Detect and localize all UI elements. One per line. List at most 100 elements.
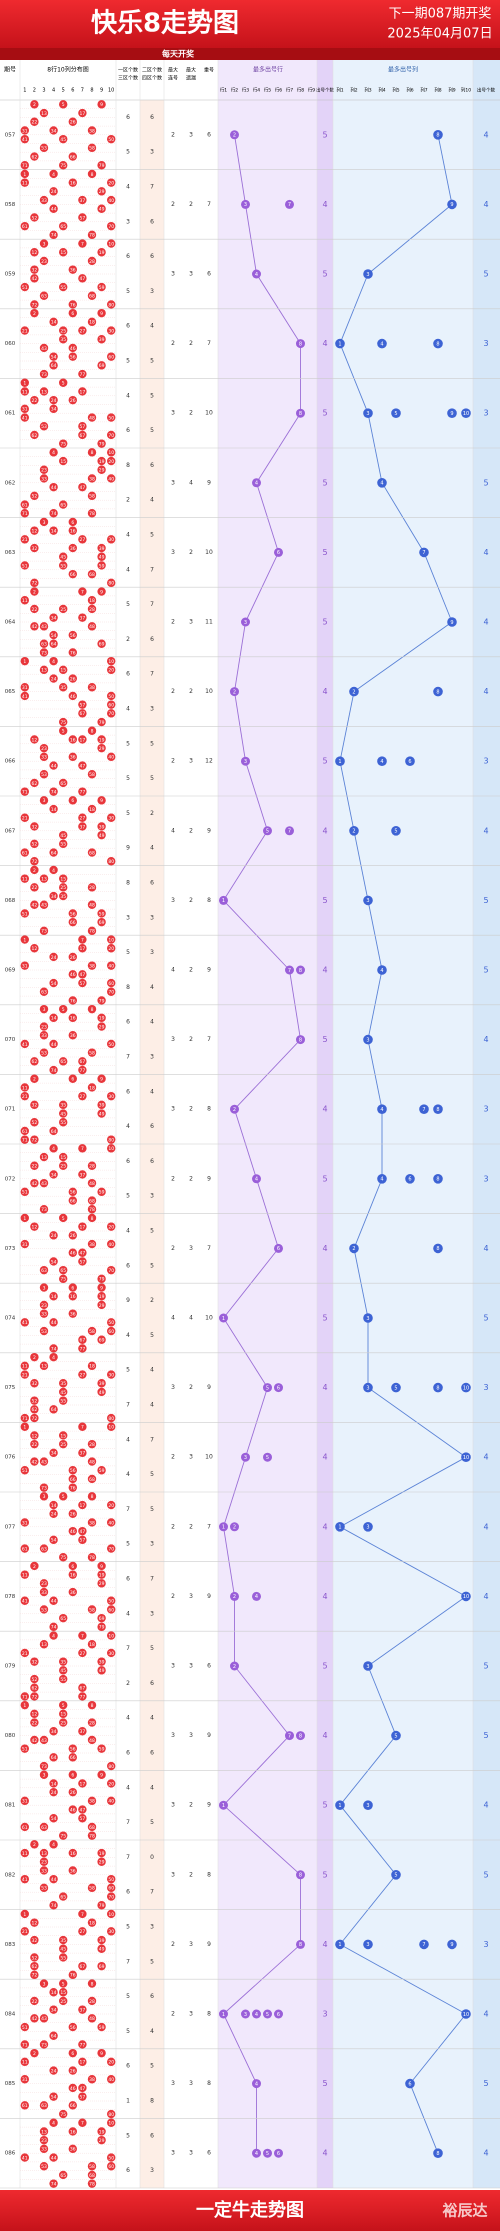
drawn-number: 27 [80, 1372, 86, 1378]
drawn-ball [87, 1439, 97, 1449]
drawn-number: 57 [80, 424, 86, 430]
drawn-ball [97, 1848, 106, 1858]
drawn-ball [87, 961, 97, 970]
drawn-ball [39, 239, 49, 248]
drawn-number: 33 [41, 476, 47, 482]
drawn-ball [59, 1100, 68, 1110]
col-ball [377, 965, 387, 975]
col-count: 3 [483, 1105, 488, 1114]
row-number: 6 [277, 1385, 280, 1391]
row-ball [274, 1243, 283, 1253]
drawn-number: 8 [91, 172, 94, 178]
drawn-number: 74 [51, 511, 57, 517]
row-ball [252, 1591, 261, 1601]
drawn-ball [49, 187, 58, 196]
drawn-number: 64 [51, 1407, 57, 1413]
drawn-ball [107, 944, 116, 953]
drawn-ball [30, 543, 39, 553]
drawn-number: 22 [32, 885, 38, 891]
zone-count: 6 [126, 1889, 130, 1896]
drawn-number: 42 [32, 1181, 38, 1187]
drawn-ball [39, 1361, 49, 1371]
row-number: 5 [266, 829, 269, 835]
drawn-ball [20, 1796, 29, 1806]
drawn-ball [39, 1761, 49, 1771]
row-number: 2 [233, 1525, 236, 1531]
drawn-number: 52 [32, 1398, 38, 1404]
drawn-ball [30, 1413, 39, 1423]
row-ball [252, 269, 261, 279]
drawn-ball [59, 1492, 68, 1501]
col-number: 1 [338, 1525, 341, 1531]
drawn-ball [30, 265, 39, 274]
col-number: 3 [366, 1385, 369, 1391]
drawn-number: 16 [70, 1851, 76, 1857]
stat-value: 4 [171, 827, 175, 834]
drawn-ball [49, 395, 58, 405]
drawn-number: 14 [51, 1990, 57, 1996]
drawn-number: 56 [70, 354, 76, 360]
col-number: 4 [380, 341, 383, 347]
drawn-ball [59, 1387, 68, 1397]
drawn-ball [107, 1318, 116, 1327]
drawn-ball [20, 1318, 29, 1327]
zone-count: 6 [150, 253, 154, 260]
col-number: 7 [422, 1107, 425, 1113]
drawn-number: 20 [108, 1224, 114, 1230]
drawn-number: 75 [60, 1277, 66, 1283]
drawn-number: 15 [60, 250, 66, 256]
stat-value: 3 [189, 758, 193, 765]
col-number: 5 [394, 1385, 397, 1391]
drawn-number: 7 [81, 1633, 84, 1639]
stat-value: 2 [171, 1454, 175, 1461]
grid-number: 5 [62, 88, 65, 94]
row-number: 2 [233, 1594, 236, 1600]
drawn-ball [20, 1648, 29, 1658]
drawn-ball [87, 1474, 97, 1484]
col-ball [391, 1382, 401, 1393]
drawn-ball [87, 1326, 97, 1336]
drawn-number: 61 [22, 850, 28, 856]
drawn-ball [39, 639, 49, 648]
drawn-ball [49, 1535, 58, 1545]
col-ball [391, 1730, 401, 1741]
drawn-ball [107, 1135, 116, 1144]
stat-value: 3 [171, 2150, 175, 2157]
drawn-number: 33 [41, 755, 47, 761]
drawn-number: 2 [33, 311, 36, 317]
drawn-number: 10 [108, 2121, 114, 2127]
drawn-number: 46 [70, 1807, 76, 1813]
drawn-number: 7 [81, 241, 84, 247]
drawn-ball [97, 439, 106, 448]
drawn-ball [20, 1744, 29, 1753]
drawn-ball [107, 691, 116, 701]
drawn-ball [30, 1683, 39, 1692]
drawn-number: 21 [22, 816, 28, 822]
col-ball [349, 1243, 359, 1254]
drawn-number: 16 [70, 1016, 76, 1022]
drawn-ball [59, 830, 68, 840]
drawn-ball [87, 448, 97, 457]
drawn-number: 53 [41, 2164, 47, 2170]
zone-count: 6 [150, 1123, 154, 1130]
col-ball [405, 1174, 415, 1184]
drawn-number: 71 [22, 2042, 28, 2048]
drawn-ball [39, 387, 49, 396]
stat-value: 3 [171, 1871, 175, 1878]
col-number: 4 [380, 1107, 383, 1113]
drawn-number: 56 [70, 2025, 76, 2031]
drawn-number: 12 [32, 946, 38, 952]
drawn-number: 54 [51, 354, 57, 360]
drawn-ball [107, 1422, 116, 1431]
drawn-number: 7 [81, 589, 84, 595]
stat-value: 7 [207, 1245, 211, 1252]
row-number: 4 [255, 2081, 258, 2087]
drawn-number: 18 [89, 320, 95, 326]
drawn-ball [49, 1318, 58, 1327]
drawn-number: 78 [89, 1555, 95, 1561]
col-ball [363, 1382, 373, 1393]
zone-count: 1 [126, 2098, 130, 2105]
drawn-number: 73 [41, 929, 47, 935]
drawn-number: 57 [80, 1816, 86, 1822]
drawn-ball [20, 1370, 29, 1379]
